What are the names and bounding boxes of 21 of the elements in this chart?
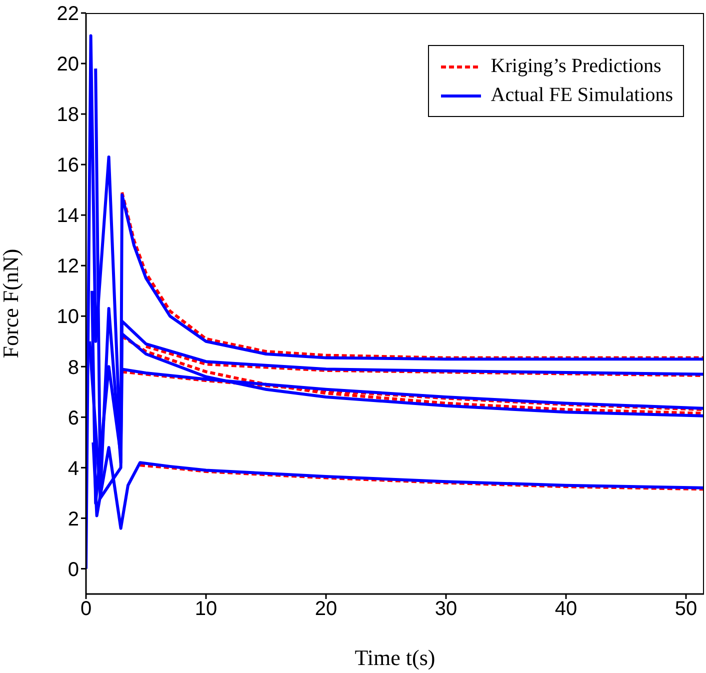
y-tick-label: 10 bbox=[56, 306, 79, 328]
y-axis-title: Force F(nN) bbox=[0, 248, 23, 358]
x-tick-label: 30 bbox=[434, 598, 458, 620]
y-tick-label: 0 bbox=[68, 558, 79, 581]
y-tick-label: 6 bbox=[68, 407, 79, 430]
legend-label: Actual FE Simulations bbox=[490, 83, 673, 108]
y-tick-label: 20 bbox=[56, 54, 79, 76]
y-tick-label: 2 bbox=[68, 508, 79, 530]
y-tick-label: 14 bbox=[56, 205, 79, 228]
legend-label: Kriging’s Predictions bbox=[490, 54, 662, 79]
x-tick-label: 40 bbox=[554, 598, 578, 620]
x-axis-title: Time t(s) bbox=[354, 645, 436, 670]
x-tick-label: 20 bbox=[314, 598, 338, 620]
y-tick-label: 12 bbox=[56, 256, 79, 278]
y-tick-label: 22 bbox=[56, 3, 79, 26]
y-tick-label: 16 bbox=[56, 154, 79, 177]
y-tick-label: 4 bbox=[68, 458, 79, 480]
y-tick-label: 8 bbox=[68, 356, 79, 379]
x-tick-label: 50 bbox=[674, 598, 698, 620]
y-tick-label: 18 bbox=[56, 104, 79, 126]
x-tick-label: 10 bbox=[194, 598, 218, 620]
